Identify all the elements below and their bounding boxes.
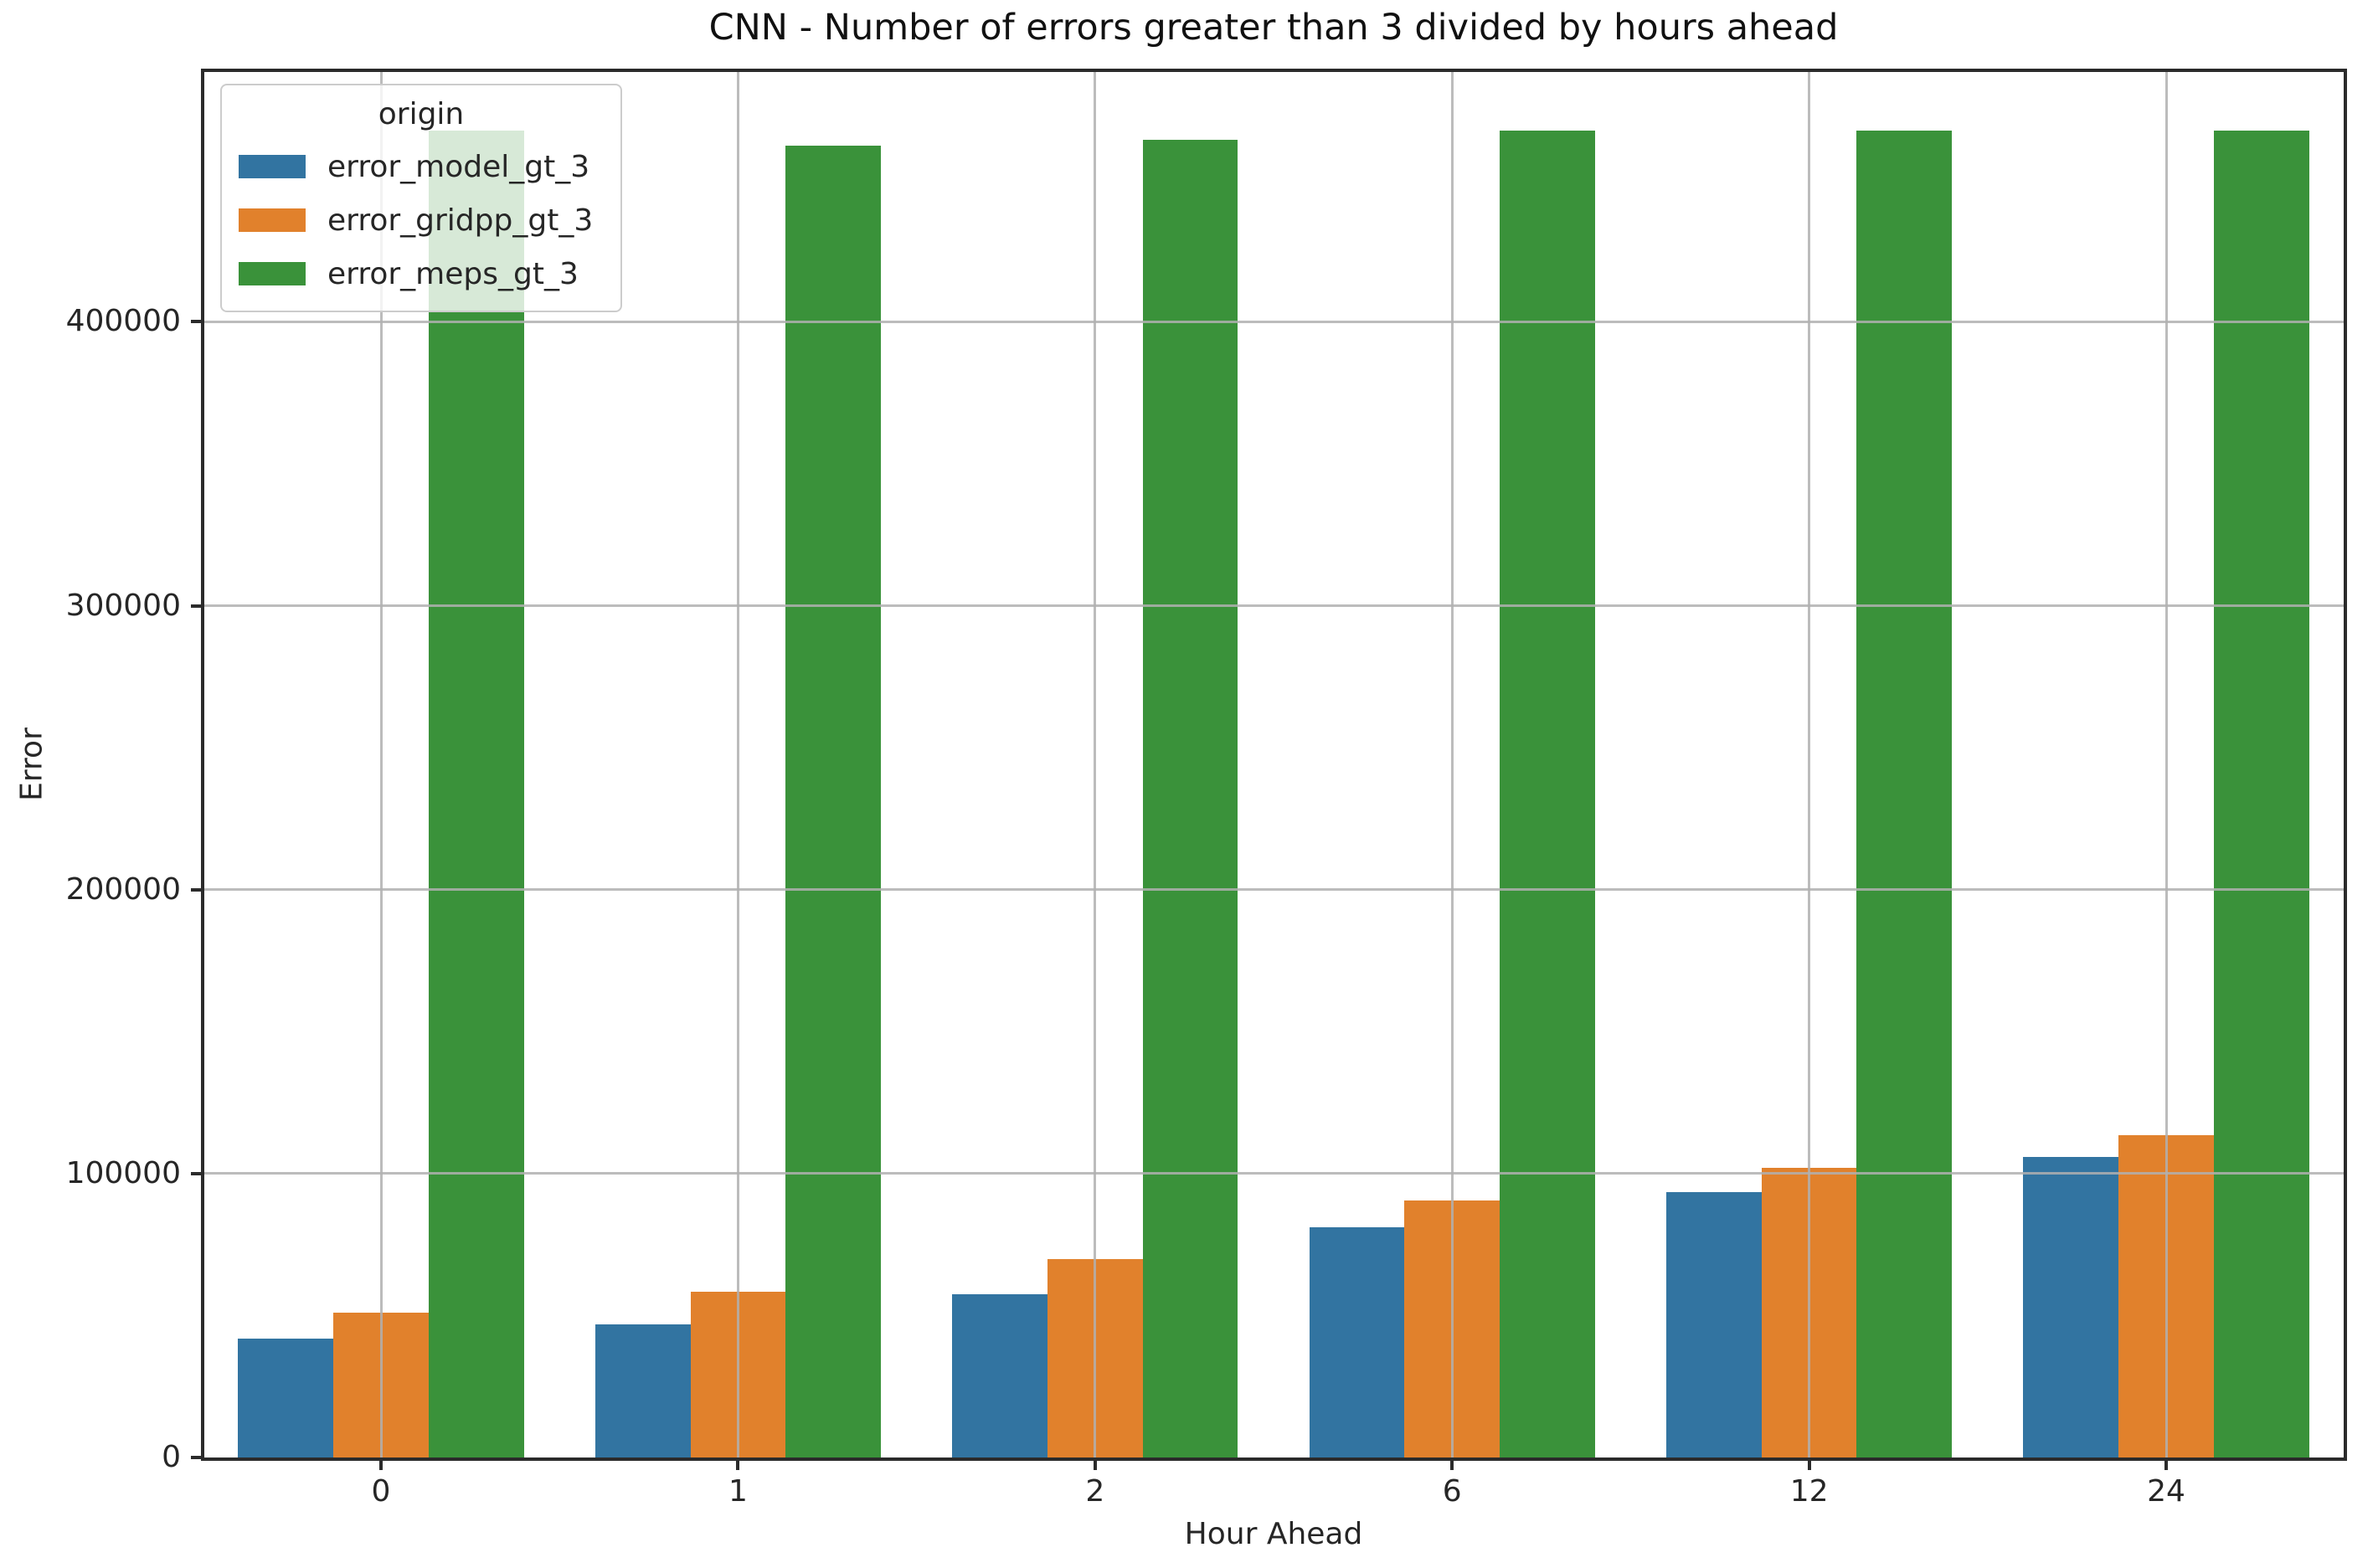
x-tick-label-2: 2 <box>1085 1474 1105 1509</box>
y-tick-label-400000: 400000 <box>65 304 181 339</box>
chart-title: CNN - Number of errors greater than 3 di… <box>708 7 1839 49</box>
x-tick-label-1: 1 <box>728 1474 748 1509</box>
bar-error_meps_gt_3-1 <box>785 146 881 1457</box>
legend-item: error_gridpp_gt_3 <box>239 202 604 239</box>
x-tick-12 <box>1807 1457 1811 1470</box>
x-tick-label-24: 24 <box>2147 1474 2185 1509</box>
gridline-h-100000 <box>204 1172 2344 1175</box>
gridline-v-12 <box>1808 72 1811 1457</box>
bar-error_model_gt_3-1 <box>594 1324 691 1457</box>
x-tick-1 <box>736 1457 740 1470</box>
bar-error_model_gt_3-2 <box>952 1293 1047 1457</box>
legend-item: error_model_gt_3 <box>239 148 604 185</box>
bar-error_model_gt_3-6 <box>1309 1227 1405 1457</box>
y-tick-400000 <box>191 320 204 324</box>
y-tick-label-0: 0 <box>162 1440 181 1474</box>
x-tick-label-0: 0 <box>371 1474 391 1509</box>
legend-label: error_meps_gt_3 <box>327 256 579 291</box>
gridline-v-24 <box>2164 72 2168 1457</box>
legend-item: error_meps_gt_3 <box>239 255 604 292</box>
bar-error_model_gt_3-12 <box>1666 1191 1762 1457</box>
legend-label: error_model_gt_3 <box>327 149 590 184</box>
y-tick-label-100000: 100000 <box>65 1155 181 1190</box>
y-tick-300000 <box>191 604 204 608</box>
x-tick-24 <box>2164 1457 2168 1470</box>
gridline-v-2 <box>1094 72 1097 1457</box>
legend-swatch-blue <box>239 155 306 178</box>
x-tick-label-12: 12 <box>1789 1474 1829 1509</box>
y-tick-label-200000: 200000 <box>65 871 181 907</box>
gridline-v-0 <box>379 72 383 1457</box>
y-tick-0 <box>191 1456 204 1459</box>
bar-error_meps_gt_3-2 <box>1142 140 1238 1457</box>
bar-error_meps_gt_3-12 <box>1856 130 1953 1457</box>
y-axis-label: Error <box>14 727 49 801</box>
y-tick-100000 <box>191 1171 204 1175</box>
x-tick-label-6: 6 <box>1442 1474 1462 1509</box>
gridline-h-300000 <box>204 604 2344 608</box>
y-tick-label-300000: 300000 <box>65 588 181 623</box>
gridline-v-1 <box>736 72 739 1457</box>
bar-error_meps_gt_3-0 <box>428 130 524 1457</box>
x-tick-6 <box>1450 1457 1454 1470</box>
legend-title: origin <box>378 97 465 131</box>
bar-error_model_gt_3-24 <box>2023 1156 2119 1457</box>
gridline-h-200000 <box>204 888 2344 892</box>
bar-error_model_gt_3-0 <box>238 1338 334 1457</box>
x-axis-label: Hour Ahead <box>1184 1517 1363 1551</box>
legend: origin error_model_gt_3 error_gridpp_gt_… <box>220 84 622 312</box>
plot-area <box>201 69 2347 1461</box>
x-tick-0 <box>379 1457 383 1470</box>
x-tick-2 <box>1093 1457 1097 1470</box>
gridline-v-6 <box>1450 72 1454 1457</box>
gridline-h-400000 <box>204 320 2344 323</box>
legend-label: error_gridpp_gt_3 <box>327 203 594 238</box>
legend-swatch-green <box>239 262 306 285</box>
legend-swatch-orange <box>239 208 306 232</box>
y-tick-200000 <box>191 887 204 892</box>
bar-error_meps_gt_3-24 <box>2213 130 2309 1457</box>
bar-error_meps_gt_3-6 <box>1500 130 1595 1457</box>
